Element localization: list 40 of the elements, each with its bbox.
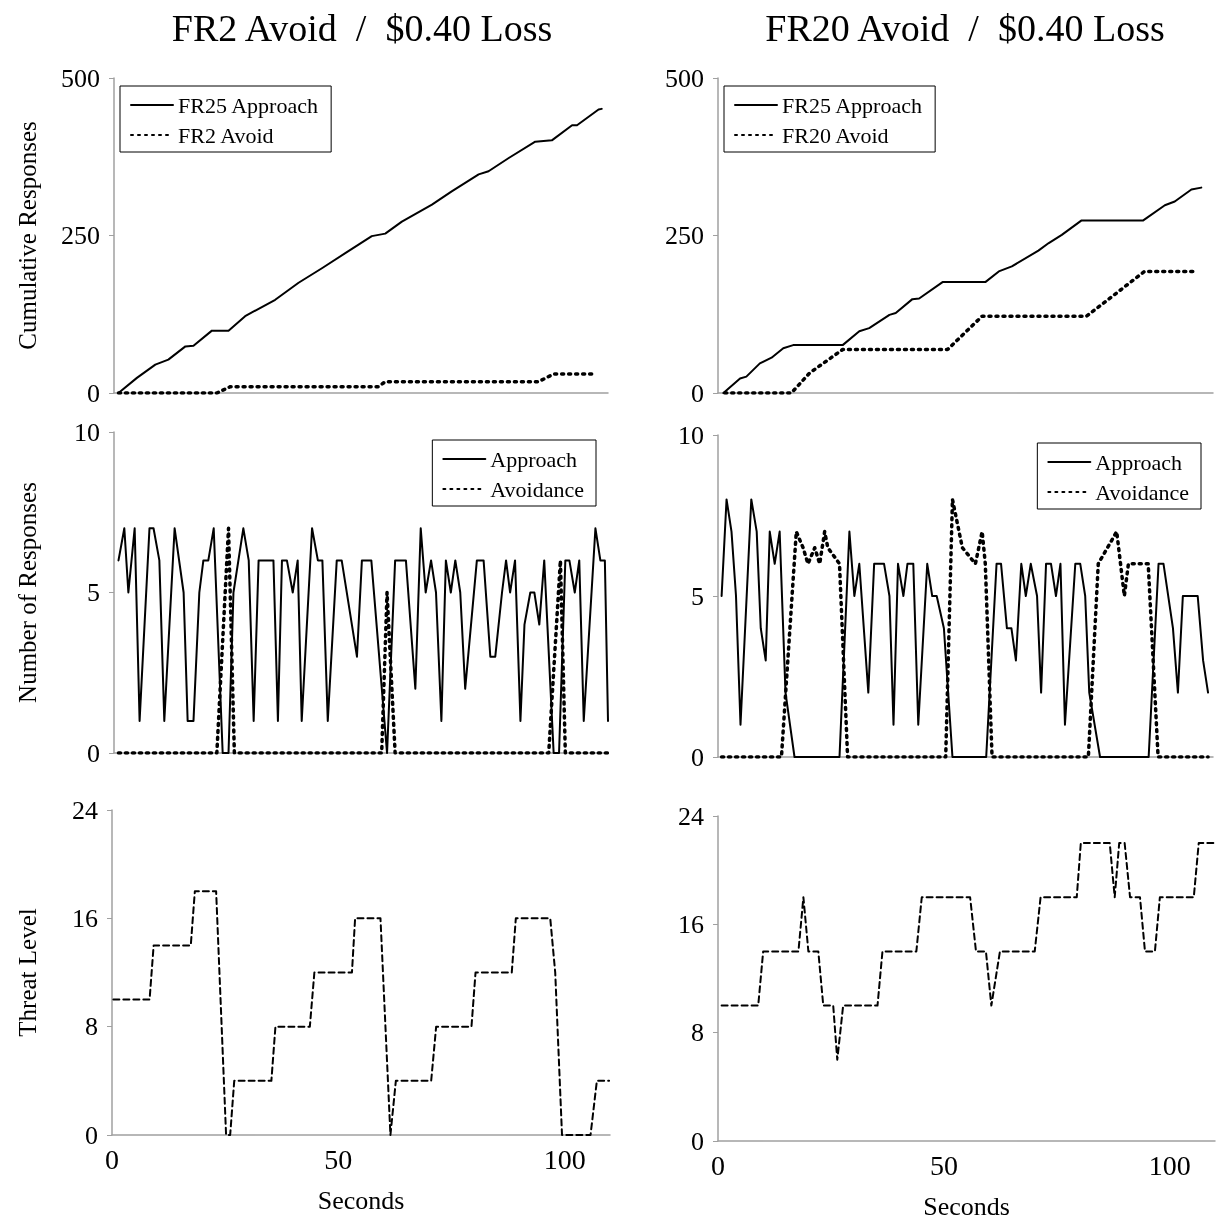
y-tick-label: 0	[87, 378, 100, 408]
legend-label: Approach	[490, 446, 578, 472]
x-axis-title: Seconds	[317, 1185, 405, 1215]
y-tick-label: 24	[72, 795, 98, 825]
y-tick-label: 0	[85, 1120, 98, 1150]
y-tick-label: 5	[691, 581, 704, 611]
x-axis-title: Seconds	[923, 1191, 1010, 1221]
legend-label: Avoidance	[1095, 479, 1190, 505]
y-tick-label: 8	[85, 1012, 98, 1042]
y-tick-label: 24	[678, 801, 704, 831]
y-tick-label: 10	[74, 417, 100, 447]
legend-label: FR20 Avoid	[782, 122, 889, 148]
y-tick-label: 16	[678, 909, 704, 939]
legend-label: FR25 Approach	[178, 92, 318, 118]
y-tick-label: 5	[87, 578, 100, 607]
y-axis-title: Number of Responses	[14, 482, 41, 703]
legend-label: Avoidance	[490, 476, 585, 502]
y-tick-label: 0	[691, 742, 704, 772]
y-tick-label: 250	[61, 221, 100, 250]
line-series	[720, 842, 1216, 1061]
legend-label: Approach	[1095, 449, 1183, 475]
y-tick-label: 0	[87, 738, 100, 768]
y-tick-label: 16	[72, 903, 98, 933]
y-axis-title: Threat Level	[14, 908, 41, 1037]
x-tick-label: 0	[711, 1149, 725, 1181]
x-tick-label: 50	[324, 1143, 353, 1175]
y-tick-label: 500	[665, 63, 704, 93]
x-tick-label: 50	[929, 1149, 958, 1181]
chart-title: FR20 Avoid / $0.40 Loss	[765, 7, 1165, 49]
legend-label: FR2 Avoid	[178, 122, 274, 148]
x-tick-label: 100	[543, 1143, 586, 1175]
x-tick-label: 100	[1148, 1149, 1191, 1181]
legend-label: FR25 Approach	[782, 92, 922, 118]
y-axis-title: Cumulative Responses	[14, 121, 41, 350]
y-tick-label: 250	[665, 221, 704, 250]
y-tick-label: 10	[678, 420, 704, 450]
chart-title: FR2 Avoid / $0.40 Loss	[171, 7, 553, 49]
y-tick-label: 8	[691, 1018, 704, 1048]
y-tick-label: 0	[691, 378, 704, 408]
y-tick-label: 500	[61, 63, 100, 93]
